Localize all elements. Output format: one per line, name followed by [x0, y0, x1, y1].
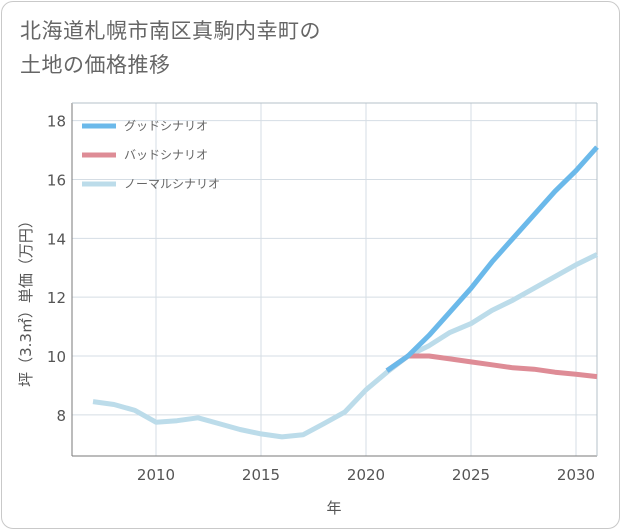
y-tick-label: 14 — [47, 230, 66, 248]
y-axis-label: 坪（3.3㎡）単価（万円） — [17, 213, 35, 387]
plot-area — [72, 103, 597, 456]
x-tick-label: 2030 — [557, 466, 595, 484]
axes — [71, 102, 598, 457]
y-tick-label: 10 — [47, 348, 66, 366]
y-tick-label: 8 — [56, 407, 66, 425]
series-line-0 — [385, 145, 599, 373]
x-axis-label: 年 — [326, 499, 341, 517]
legend-label-2: ノーマルシナリオ — [124, 177, 220, 191]
series-line-1 — [385, 353, 598, 380]
tick-labels: 2010 2015 2020 2025 2030 8 10 12 14 16 18 — [47, 113, 595, 484]
x-tick-label: 2025 — [452, 466, 490, 484]
series-lines — [92, 145, 599, 440]
legend-label-1: バッドシナリオ — [124, 148, 208, 162]
y-tick-label: 12 — [47, 289, 66, 307]
legend-label-0: グッドシナリオ — [124, 119, 208, 133]
y-tick-label: 18 — [47, 113, 66, 131]
x-tick-label: 2010 — [137, 466, 175, 484]
series-line-2 — [92, 252, 599, 440]
x-tick-label: 2020 — [347, 466, 385, 484]
chart-title: 北海道札幌市南区真駒内幸町の 土地の価格推移 — [20, 19, 321, 77]
x-tick-label: 2015 — [242, 466, 280, 484]
grid-lines — [72, 103, 597, 456]
y-tick-label: 16 — [47, 171, 66, 189]
